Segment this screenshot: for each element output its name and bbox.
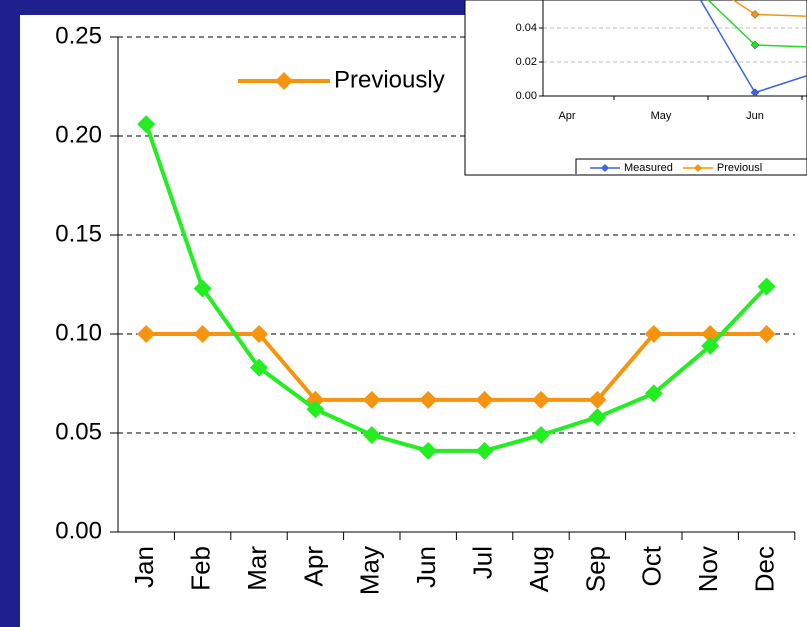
x-tick-label: Jun [746,110,764,122]
legend-label: Previously [334,66,445,93]
data-point [532,390,550,409]
data-point [644,384,663,403]
data-point [362,390,381,409]
x-tick-label: Feb [185,546,215,591]
series-line [732,0,807,18]
x-tick-label: Jan [129,546,159,588]
data-point [588,390,607,409]
data-point [250,325,268,343]
x-tick-label: Jul [467,546,497,579]
data-point [193,279,212,298]
data-point [419,390,438,409]
data-point [588,408,607,427]
data-point [757,325,776,343]
data-point [475,441,494,460]
data-point [362,425,381,444]
y-tick-label: 0.02 [516,56,537,68]
legend-box [575,158,807,174]
series-line [146,332,767,402]
x-tick-label: May [651,110,672,122]
inset-panel [464,0,807,176]
series-line [699,0,807,94]
legend-marker [275,72,293,90]
legend-marker [693,164,702,172]
x-tick-label: Apr [558,110,575,122]
data-point [644,325,663,343]
data-point [757,277,776,296]
data-point [250,358,268,377]
y-tick-label: 0.15 [55,220,102,247]
series-line [144,123,769,453]
data-point [137,325,156,343]
x-tick-label: Dec [749,546,779,592]
y-tick-label: 0.25 [55,22,102,49]
y-tick-label: 0.10 [55,319,102,346]
x-tick-label: Nov [693,546,723,592]
series-line [706,0,807,48]
data-point [193,325,212,343]
y-tick-label: 0.04 [516,22,537,34]
legend-label: Measured [624,162,673,174]
x-tick-label: Jun [411,546,441,588]
x-tick-label: Oct [637,545,667,586]
data-point [137,115,156,134]
x-tick-label: May [355,546,385,595]
y-tick-label: 0.05 [55,418,102,445]
data-point [750,88,760,97]
x-tick-label: Aug [524,546,554,592]
data-point [701,336,720,355]
data-point [419,441,438,460]
legend-label: Previousl [717,162,762,174]
y-tick-label: 0.00 [516,90,537,102]
x-tick-label: Mar [242,546,272,591]
data-point [750,40,760,50]
data-point [306,400,325,419]
x-tick-label: Apr [298,546,328,587]
x-tick-label: Sep [580,546,610,592]
inset-chart: 0.000.020.04AprMayJunJulMeasuredPrevious… [516,0,807,174]
main-chart: 0.00 0.05 0.10 0.15 0.20 0.25 Jan Feb Mar Apr May J… [55,22,796,595]
y-tick-label: 0.20 [55,121,102,148]
data-point [750,10,760,19]
legend-marker [601,164,609,172]
y-tick-label: 0.00 [55,517,102,544]
data-point [475,390,494,409]
data-point [532,425,550,444]
